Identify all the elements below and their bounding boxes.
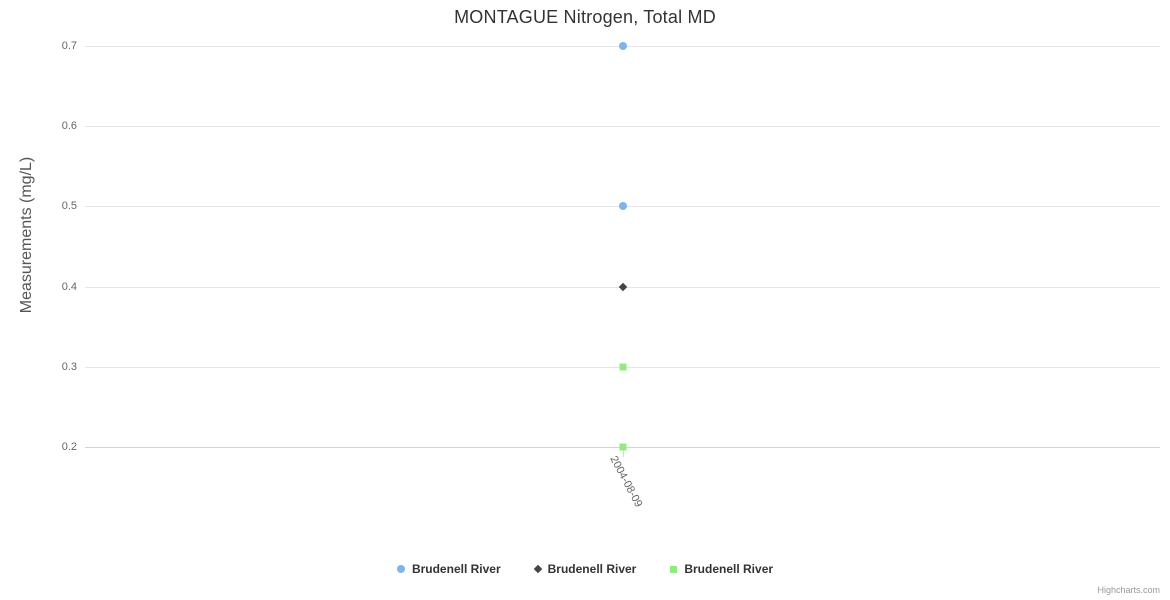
legend: Brudenell River Brudenell River Brudenell …	[0, 562, 1170, 576]
legend-item-label: Brudenell River	[547, 562, 637, 576]
chart-title: MONTAGUE Nitrogen, Total MD	[454, 7, 716, 27]
data-point-circle[interactable]	[618, 42, 627, 50]
gridline	[85, 126, 1160, 128]
y-axis-tick-label: 0.2	[61, 441, 77, 453]
credits-link[interactable]: Highcharts.com	[1097, 585, 1160, 595]
y-axis-tick-label: 0.6	[61, 120, 77, 133]
legend-item[interactable]: Brudenell River	[533, 562, 637, 576]
plot-area	[85, 42, 1160, 457]
x-axis-tick-mark	[622, 447, 624, 457]
legend-diamond-icon	[533, 564, 542, 574]
legend-item[interactable]: Brudenell River	[670, 562, 773, 576]
data-point-circle[interactable]	[618, 202, 627, 211]
legend-circle-icon	[396, 565, 405, 573]
y-axis-tick-labels: 0.2 0.3 0.4 0.5 0.6 0.7	[0, 0, 77, 460]
legend-square-icon	[670, 565, 678, 573]
y-axis-tick-label: 0.7	[61, 40, 77, 52]
x-axis-tick-label: 2004-08-09	[607, 454, 645, 510]
y-axis-tick-label: 0.4	[61, 280, 77, 293]
data-point-square[interactable]	[619, 443, 626, 451]
y-axis-tick-label: 0.5	[61, 200, 77, 213]
data-point-square[interactable]	[619, 363, 626, 371]
legend-item-label: Brudenell River	[684, 562, 774, 576]
y-axis-tick-label: 0.3	[61, 360, 77, 373]
data-point-diamond[interactable]	[618, 282, 627, 291]
legend-item-label: Brudenell River	[411, 562, 501, 576]
legend-item[interactable]: Brudenell River	[396, 562, 501, 576]
